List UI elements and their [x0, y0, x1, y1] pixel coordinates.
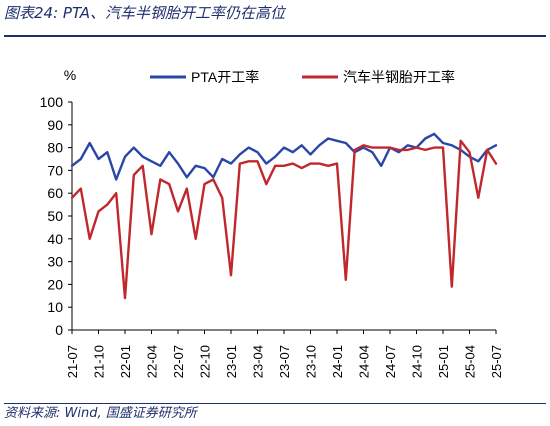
x-tick-label: 23-07: [277, 345, 292, 378]
x-tick-label: 23-01: [224, 345, 239, 378]
y-tick-label: 10: [47, 299, 63, 315]
y-tick-label: 0: [55, 322, 63, 338]
figure-title: 图表24: PTA、汽车半钢胎开工率仍在高位: [4, 4, 286, 22]
title-divider: [4, 35, 546, 37]
series-line-0: [70, 132, 498, 181]
x-tick-label: 25-01: [436, 345, 451, 378]
x-tick-label: 21-07: [65, 345, 80, 378]
series-line-1: [70, 139, 498, 300]
y-tick-label: 50: [47, 208, 63, 224]
y-tick-label: 30: [47, 254, 63, 270]
x-tick-label: 22-04: [145, 345, 160, 378]
x-axis: 21-07 21-10 22-01 22-04 22-07 22-10 23-01 23-04…: [65, 329, 504, 378]
legend-label-1: 汽车半钢胎开工率: [343, 69, 455, 85]
y-axis: 0 10 20 30 40 50 60 70 80 90 100%: [40, 67, 77, 338]
x-tick-label: 22-01: [118, 345, 133, 378]
y-tick-label: 60: [47, 185, 63, 201]
x-tick-label: 23-04: [251, 345, 266, 378]
x-tick-label: 23-10: [304, 345, 319, 378]
x-tick-label: 25-04: [463, 345, 478, 378]
y-tick-label: 20: [47, 276, 63, 292]
series-layer: [70, 132, 498, 300]
legend-label-0: PTA开工率: [191, 69, 259, 85]
y-tick-label: 100: [40, 94, 64, 110]
x-tick-label: 22-07: [171, 345, 186, 378]
y-tick-label: 70: [47, 162, 63, 178]
x-tick-label: 24-07: [383, 345, 398, 378]
y-tick-label: 80: [47, 140, 63, 156]
x-tick-label: 24-04: [357, 345, 372, 378]
y-tick-label: 90: [47, 117, 63, 133]
x-tick-label: 24-10: [410, 345, 425, 378]
source-divider: [4, 403, 546, 404]
y-axis-label: %: [64, 67, 76, 83]
legend: PTA开工率 汽车半钢胎开工率: [150, 69, 455, 85]
x-tick-label: 25-07: [489, 345, 504, 378]
x-tick-label: 22-10: [198, 345, 213, 378]
x-tick-label: 24-01: [330, 345, 345, 378]
x-tick-label: 21-10: [92, 345, 107, 378]
y-tick-label: 40: [47, 231, 63, 247]
source-note: 资料来源: Wind, 国盛证券研究所: [4, 406, 197, 421]
